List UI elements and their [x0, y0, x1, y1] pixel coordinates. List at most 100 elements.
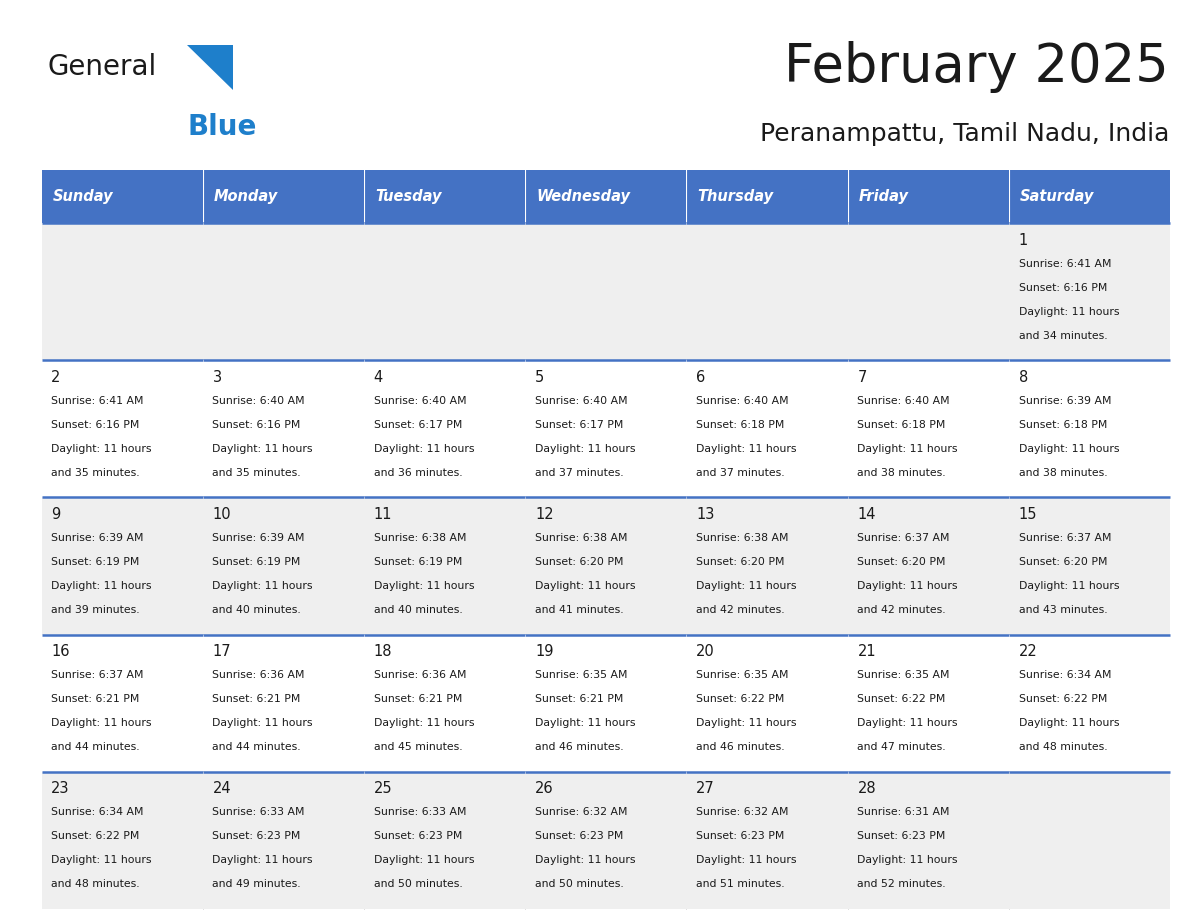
Text: Sunrise: 6:38 AM: Sunrise: 6:38 AM [535, 533, 627, 543]
Text: Sunset: 6:20 PM: Sunset: 6:20 PM [858, 557, 946, 567]
Text: 24: 24 [213, 781, 232, 796]
FancyBboxPatch shape [848, 498, 1009, 634]
Text: Sunrise: 6:38 AM: Sunrise: 6:38 AM [374, 533, 466, 543]
Text: and 48 minutes.: and 48 minutes. [51, 879, 140, 890]
FancyBboxPatch shape [687, 360, 848, 498]
Text: Daylight: 11 hours: Daylight: 11 hours [374, 444, 474, 453]
FancyBboxPatch shape [364, 498, 525, 634]
Text: Sunset: 6:20 PM: Sunset: 6:20 PM [535, 557, 624, 567]
Text: Wednesday: Wednesday [537, 189, 631, 204]
Text: Daylight: 11 hours: Daylight: 11 hours [858, 444, 958, 453]
FancyBboxPatch shape [1009, 223, 1170, 360]
Text: Sunset: 6:16 PM: Sunset: 6:16 PM [213, 420, 301, 430]
Text: Sunrise: 6:34 AM: Sunrise: 6:34 AM [51, 807, 144, 817]
Text: 4: 4 [374, 370, 383, 385]
Text: 27: 27 [696, 781, 715, 796]
Text: 2: 2 [51, 370, 61, 385]
FancyBboxPatch shape [203, 223, 364, 360]
Text: Sunrise: 6:37 AM: Sunrise: 6:37 AM [858, 533, 950, 543]
Text: Sunday: Sunday [53, 189, 114, 204]
Text: Daylight: 11 hours: Daylight: 11 hours [51, 856, 152, 866]
Text: Sunrise: 6:32 AM: Sunrise: 6:32 AM [696, 807, 789, 817]
FancyBboxPatch shape [848, 223, 1009, 360]
Text: Sunrise: 6:40 AM: Sunrise: 6:40 AM [696, 396, 789, 406]
Text: Daylight: 11 hours: Daylight: 11 hours [374, 856, 474, 866]
FancyBboxPatch shape [1009, 498, 1170, 634]
Text: and 50 minutes.: and 50 minutes. [374, 879, 462, 890]
Text: Sunrise: 6:32 AM: Sunrise: 6:32 AM [535, 807, 627, 817]
Text: 9: 9 [51, 507, 61, 522]
Text: Sunset: 6:16 PM: Sunset: 6:16 PM [51, 420, 140, 430]
Text: and 44 minutes.: and 44 minutes. [51, 742, 140, 752]
Text: and 35 minutes.: and 35 minutes. [51, 468, 140, 478]
Text: and 37 minutes.: and 37 minutes. [535, 468, 624, 478]
Text: and 41 minutes.: and 41 minutes. [535, 605, 624, 615]
FancyBboxPatch shape [525, 498, 687, 634]
Text: Daylight: 11 hours: Daylight: 11 hours [51, 581, 152, 591]
Text: Sunrise: 6:35 AM: Sunrise: 6:35 AM [858, 670, 950, 680]
Text: Sunset: 6:23 PM: Sunset: 6:23 PM [858, 832, 946, 841]
Text: Sunrise: 6:31 AM: Sunrise: 6:31 AM [858, 807, 950, 817]
FancyBboxPatch shape [364, 772, 525, 909]
Text: Sunrise: 6:34 AM: Sunrise: 6:34 AM [1018, 670, 1111, 680]
Text: Daylight: 11 hours: Daylight: 11 hours [535, 444, 636, 453]
Text: and 46 minutes.: and 46 minutes. [535, 742, 624, 752]
Text: Sunrise: 6:40 AM: Sunrise: 6:40 AM [374, 396, 467, 406]
Text: and 38 minutes.: and 38 minutes. [858, 468, 946, 478]
Text: Saturday: Saturday [1020, 189, 1094, 204]
Text: Daylight: 11 hours: Daylight: 11 hours [696, 581, 797, 591]
Text: Thursday: Thursday [697, 189, 773, 204]
Text: Sunset: 6:18 PM: Sunset: 6:18 PM [696, 420, 784, 430]
FancyBboxPatch shape [42, 223, 203, 360]
Text: Sunset: 6:23 PM: Sunset: 6:23 PM [535, 832, 624, 841]
Text: and 42 minutes.: and 42 minutes. [696, 605, 785, 615]
Text: 16: 16 [51, 644, 70, 659]
Text: and 45 minutes.: and 45 minutes. [374, 742, 462, 752]
Text: Sunset: 6:19 PM: Sunset: 6:19 PM [51, 557, 140, 567]
Text: and 36 minutes.: and 36 minutes. [374, 468, 462, 478]
Text: Sunrise: 6:41 AM: Sunrise: 6:41 AM [51, 396, 144, 406]
FancyBboxPatch shape [525, 634, 687, 772]
Text: Daylight: 11 hours: Daylight: 11 hours [858, 581, 958, 591]
Text: 3: 3 [213, 370, 222, 385]
Text: and 48 minutes.: and 48 minutes. [1018, 742, 1107, 752]
FancyBboxPatch shape [42, 498, 203, 634]
Text: Sunset: 6:20 PM: Sunset: 6:20 PM [1018, 557, 1107, 567]
Text: Sunset: 6:23 PM: Sunset: 6:23 PM [374, 832, 462, 841]
FancyBboxPatch shape [1009, 170, 1170, 223]
Text: and 44 minutes.: and 44 minutes. [213, 742, 301, 752]
Text: 8: 8 [1018, 370, 1028, 385]
Text: 23: 23 [51, 781, 70, 796]
Text: 17: 17 [213, 644, 232, 659]
FancyBboxPatch shape [848, 360, 1009, 498]
Text: Daylight: 11 hours: Daylight: 11 hours [535, 856, 636, 866]
Text: and 38 minutes.: and 38 minutes. [1018, 468, 1107, 478]
Text: and 37 minutes.: and 37 minutes. [696, 468, 785, 478]
FancyBboxPatch shape [1009, 634, 1170, 772]
FancyBboxPatch shape [203, 634, 364, 772]
Text: 14: 14 [858, 507, 876, 522]
FancyBboxPatch shape [42, 772, 203, 909]
Text: Sunrise: 6:33 AM: Sunrise: 6:33 AM [374, 807, 466, 817]
Text: and 39 minutes.: and 39 minutes. [51, 605, 140, 615]
Text: Sunrise: 6:41 AM: Sunrise: 6:41 AM [1018, 259, 1111, 269]
Text: 11: 11 [374, 507, 392, 522]
Text: Sunrise: 6:40 AM: Sunrise: 6:40 AM [858, 396, 950, 406]
Text: Daylight: 11 hours: Daylight: 11 hours [1018, 444, 1119, 453]
FancyBboxPatch shape [525, 360, 687, 498]
Text: and 49 minutes.: and 49 minutes. [213, 879, 301, 890]
Text: Daylight: 11 hours: Daylight: 11 hours [374, 718, 474, 728]
Text: 1: 1 [1018, 232, 1028, 248]
Text: 12: 12 [535, 507, 554, 522]
FancyBboxPatch shape [203, 498, 364, 634]
Text: 5: 5 [535, 370, 544, 385]
FancyBboxPatch shape [1009, 360, 1170, 498]
Text: 15: 15 [1018, 507, 1037, 522]
Text: Daylight: 11 hours: Daylight: 11 hours [858, 856, 958, 866]
Text: Sunrise: 6:39 AM: Sunrise: 6:39 AM [1018, 396, 1111, 406]
Text: 20: 20 [696, 644, 715, 659]
Text: and 40 minutes.: and 40 minutes. [213, 605, 302, 615]
Text: Daylight: 11 hours: Daylight: 11 hours [1018, 307, 1119, 317]
Text: 7: 7 [858, 370, 867, 385]
Text: Daylight: 11 hours: Daylight: 11 hours [51, 718, 152, 728]
